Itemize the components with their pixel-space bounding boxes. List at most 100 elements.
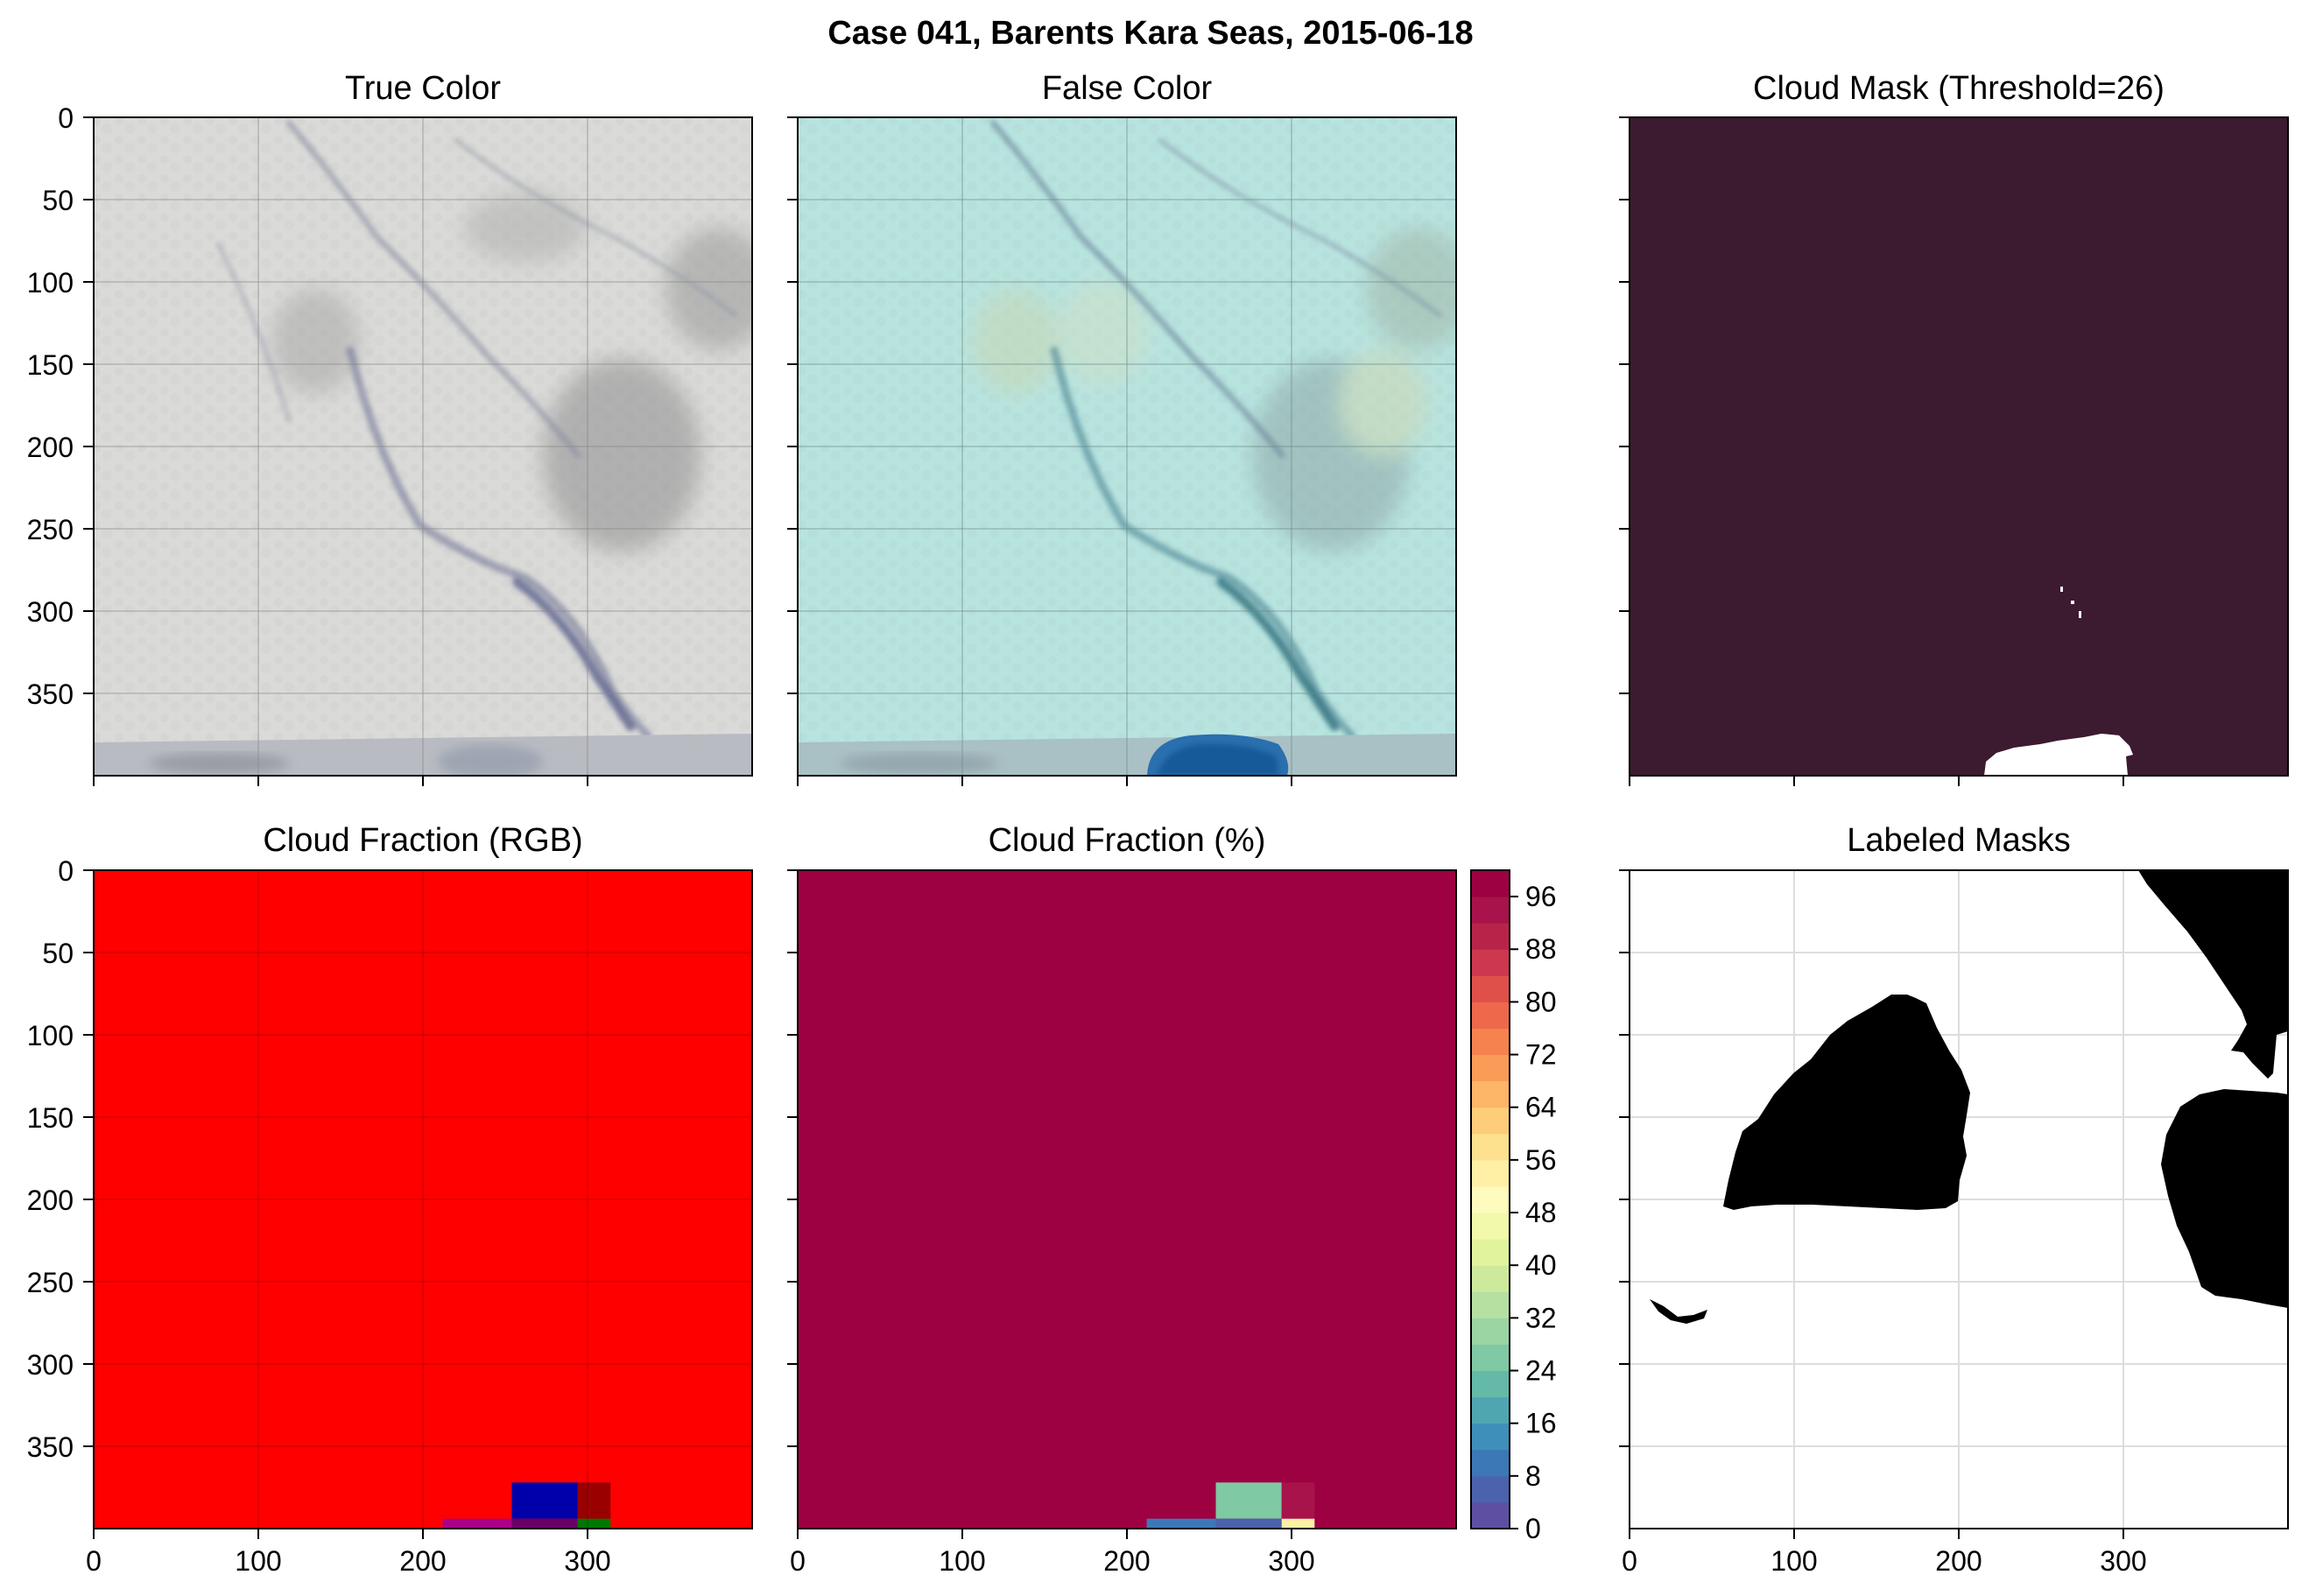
xtick-labels-labeled-masks: 0 100 200 300 <box>1622 1545 2147 1577</box>
yticks-cloud-mask <box>1619 116 1630 694</box>
ytick-label: 0 <box>58 855 74 887</box>
ytick-label: 100 <box>27 267 74 299</box>
colorbar-segment <box>1471 1318 1510 1345</box>
labeled-region-top-right <box>2138 870 2288 1079</box>
panel-true-color: True Color <box>27 70 753 786</box>
panel-title-true-color: True Color <box>345 70 501 107</box>
colorbar-segment <box>1471 975 1510 1002</box>
labeled-region-right <box>2161 1089 2288 1308</box>
colorbar-segment <box>1471 1396 1510 1424</box>
rgb-cell <box>577 1482 611 1519</box>
xtick-label: 300 <box>2100 1545 2146 1577</box>
colorbar-segment <box>1471 1449 1510 1477</box>
cloud-fraction-rgb-background <box>94 870 752 1529</box>
colorbar-segment <box>1471 949 1510 976</box>
colorbar-segment <box>1471 1028 1510 1056</box>
false-color-image <box>798 117 1456 776</box>
colorbar-tick-label: 40 <box>1525 1249 1557 1281</box>
colorbar-segment <box>1471 1002 1510 1029</box>
ytick-label: 300 <box>27 596 74 628</box>
xtick-label: 300 <box>564 1545 610 1577</box>
colorbar-tick-labels: 0 8 16 24 32 40 48 56 64 72 80 88 96 <box>1525 881 1557 1544</box>
xticks-false-color <box>797 776 1292 786</box>
panel-title-cloud-mask: Cloud Mask (Threshold=26) <box>1753 70 2165 107</box>
colorbar-tick-label: 24 <box>1525 1355 1557 1387</box>
xticks-cloud-mask <box>1629 776 2124 786</box>
panel-title-labeled-masks: Labeled Masks <box>1847 822 2071 859</box>
xtick-labels-cloud-fraction-pct: 0 100 200 300 <box>790 1545 1315 1577</box>
cloud-mask-fill <box>1630 117 2288 776</box>
ytick-label: 200 <box>27 432 74 463</box>
pct-cell <box>1146 1518 1216 1529</box>
panel-cloud-mask: Cloud Mask (Threshold=26) <box>1619 70 2289 786</box>
colorbar-tick-label: 88 <box>1525 933 1557 965</box>
colorbar-segment <box>1471 896 1510 924</box>
colorbar-segment <box>1471 1344 1510 1372</box>
ytick-label: 50 <box>42 938 74 969</box>
colorbar-tick-label: 64 <box>1525 1092 1557 1123</box>
colorbar-tick-label: 56 <box>1525 1144 1557 1176</box>
ytick-label: 0 <box>58 102 74 134</box>
rgb-cell <box>442 1518 512 1529</box>
clear-pixel <box>2060 587 2063 592</box>
pct-cell <box>1281 1518 1315 1529</box>
xtick-label: 200 <box>399 1545 446 1577</box>
colorbar-segment <box>1471 1080 1510 1108</box>
clear-pixel <box>2079 611 2081 618</box>
xtick-label: 100 <box>235 1545 281 1577</box>
panel-cloud-fraction-rgb: Cloud Fraction (RGB) 0 50 100 150 200 25… <box>27 822 753 1577</box>
colorbar <box>1470 869 1518 1529</box>
colorbar-segment <box>1471 1475 1510 1503</box>
colorbar-segment <box>1471 1291 1510 1318</box>
panel-title-cloud-fraction-rgb: Cloud Fraction (RGB) <box>263 822 582 859</box>
ytick-label: 350 <box>27 1431 74 1463</box>
colorbar-segment <box>1471 1213 1510 1240</box>
ytick-labels-true-color: 0 50 100 150 200 250 300 350 <box>27 102 74 710</box>
colorbar-tick-label: 48 <box>1525 1197 1557 1228</box>
clear-pixel <box>2071 601 2074 604</box>
colorbar-segment <box>1471 1159 1510 1187</box>
panel-title-cloud-fraction-pct: Cloud Fraction (%) <box>989 822 1266 859</box>
cloud-fraction-pct-background <box>798 870 1456 1529</box>
xtick-label: 0 <box>790 1545 806 1577</box>
labeled-region-small <box>1650 1299 1707 1324</box>
ytick-label: 100 <box>27 1020 74 1051</box>
true-color-image <box>94 117 752 776</box>
yticks-false-color <box>787 116 798 694</box>
colorbar-tick-label: 16 <box>1525 1408 1557 1439</box>
xtick-labels-cloud-fraction-rgb: 0 100 200 300 <box>86 1545 611 1577</box>
labeled-region-center <box>1723 995 1970 1210</box>
xtick-label: 0 <box>1622 1545 1637 1577</box>
cloud-fraction-pct-cells <box>1146 1482 1315 1529</box>
xtick-label: 100 <box>939 1545 985 1577</box>
colorbar-tick-label: 80 <box>1525 986 1557 1017</box>
panel-cloud-fraction-pct: Cloud Fraction (%) 0 100 200 300 0 8 16 … <box>787 822 1557 1577</box>
ytick-label: 300 <box>27 1349 74 1381</box>
ytick-labels-cloud-fraction-rgb: 0 50 100 150 200 250 300 350 <box>27 855 74 1463</box>
xtick-label: 200 <box>1103 1545 1150 1577</box>
xtick-label: 300 <box>1268 1545 1314 1577</box>
figure-suptitle: Case 041, Barents Kara Seas, 2015-06-18 <box>827 15 1473 52</box>
clear-region-bottom <box>1984 734 2133 776</box>
colorbar-segment <box>1471 1107 1510 1135</box>
ytick-label: 350 <box>27 678 74 710</box>
xticks-true-color <box>93 776 588 786</box>
xtick-label: 100 <box>1770 1545 1817 1577</box>
ytick-label: 200 <box>27 1185 74 1216</box>
colorbar-segment <box>1471 1370 1510 1398</box>
colorbar-segment <box>1471 1054 1510 1082</box>
colorbar-tick-label: 8 <box>1525 1460 1541 1492</box>
colorbar-tick-label: 72 <box>1525 1039 1557 1071</box>
colorbar-segment <box>1471 1501 1510 1529</box>
colorbar-segment <box>1471 1133 1510 1161</box>
colorbar-segment <box>1471 1239 1510 1266</box>
colorbar-segment <box>1471 1423 1510 1451</box>
pct-cell <box>1281 1482 1315 1519</box>
ytick-label: 50 <box>42 185 74 216</box>
rgb-cell <box>577 1518 611 1529</box>
colorbar-tick-label: 96 <box>1525 881 1557 912</box>
cloud-fraction-rgb-cells <box>442 1482 611 1529</box>
ytick-label: 150 <box>27 1102 74 1134</box>
colorbar-tick-label: 32 <box>1525 1302 1557 1333</box>
